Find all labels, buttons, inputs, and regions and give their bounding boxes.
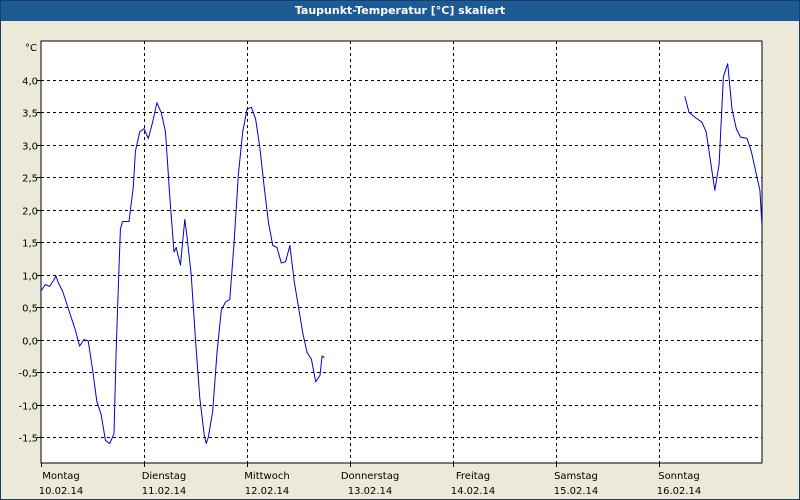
y-tick-label: -1,0 (18, 402, 38, 413)
y-axis-unit-label: °C (25, 43, 37, 54)
y-tick-label: 1,0 (22, 272, 38, 283)
y-tick-label: 1,5 (22, 239, 38, 250)
y-tick-label: 2,5 (22, 174, 38, 185)
x-tick-date: 16.02.14 (657, 486, 702, 497)
x-tick-weekday: Dienstag (142, 471, 187, 482)
x-tick-weekday: Sonntag (658, 471, 700, 482)
y-tick-label: 3,5 (22, 109, 38, 120)
x-tick-weekday: Mittwoch (244, 471, 289, 482)
x-tick-date: 10.02.14 (39, 486, 84, 497)
x-tick-date: 13.02.14 (348, 486, 393, 497)
x-tick-weekday: Donnerstag (341, 471, 399, 482)
series-line (40, 102, 325, 444)
series-line (684, 63, 763, 227)
x-tick-date: 11.02.14 (142, 486, 187, 497)
plot-area (40, 40, 763, 464)
x-tick-date: 14.02.14 (451, 486, 496, 497)
y-tick-label: 0,0 (22, 337, 38, 348)
x-tick-date: 12.02.14 (245, 486, 290, 497)
y-tick-label: 4,0 (22, 77, 38, 88)
y-tick-label: -0,5 (18, 369, 38, 380)
y-tick-label: 0,5 (22, 304, 38, 315)
x-tick-weekday: Montag (42, 471, 79, 482)
x-axis: Montag 10.02.14 Dienstag 11.02.14 Mittwoch 12… (39, 463, 702, 497)
x-tick-date: 15.02.14 (554, 486, 599, 497)
chart-title: Taupunkt-Temperatur [°C] skaliert (1, 1, 799, 21)
y-tick-label: -1,5 (18, 434, 38, 445)
grid-lines (41, 41, 762, 463)
data-series (40, 63, 763, 444)
x-tick-weekday: Samstag (554, 471, 598, 482)
x-tick-weekday: Freitag (456, 471, 490, 482)
y-tick-label: 2,0 (22, 207, 38, 218)
line-chart: °C 4,0 3,5 3,0 2,5 2,0 1,5 1,0 0,5 0,0 -0,5 -1,0 -1… (18, 40, 763, 497)
y-axis: °C 4,0 3,5 3,0 2,5 2,0 1,5 1,0 0,5 0,0 -0,5 -1,0 -1… (18, 43, 41, 445)
y-tick-label: 3,0 (22, 142, 38, 153)
